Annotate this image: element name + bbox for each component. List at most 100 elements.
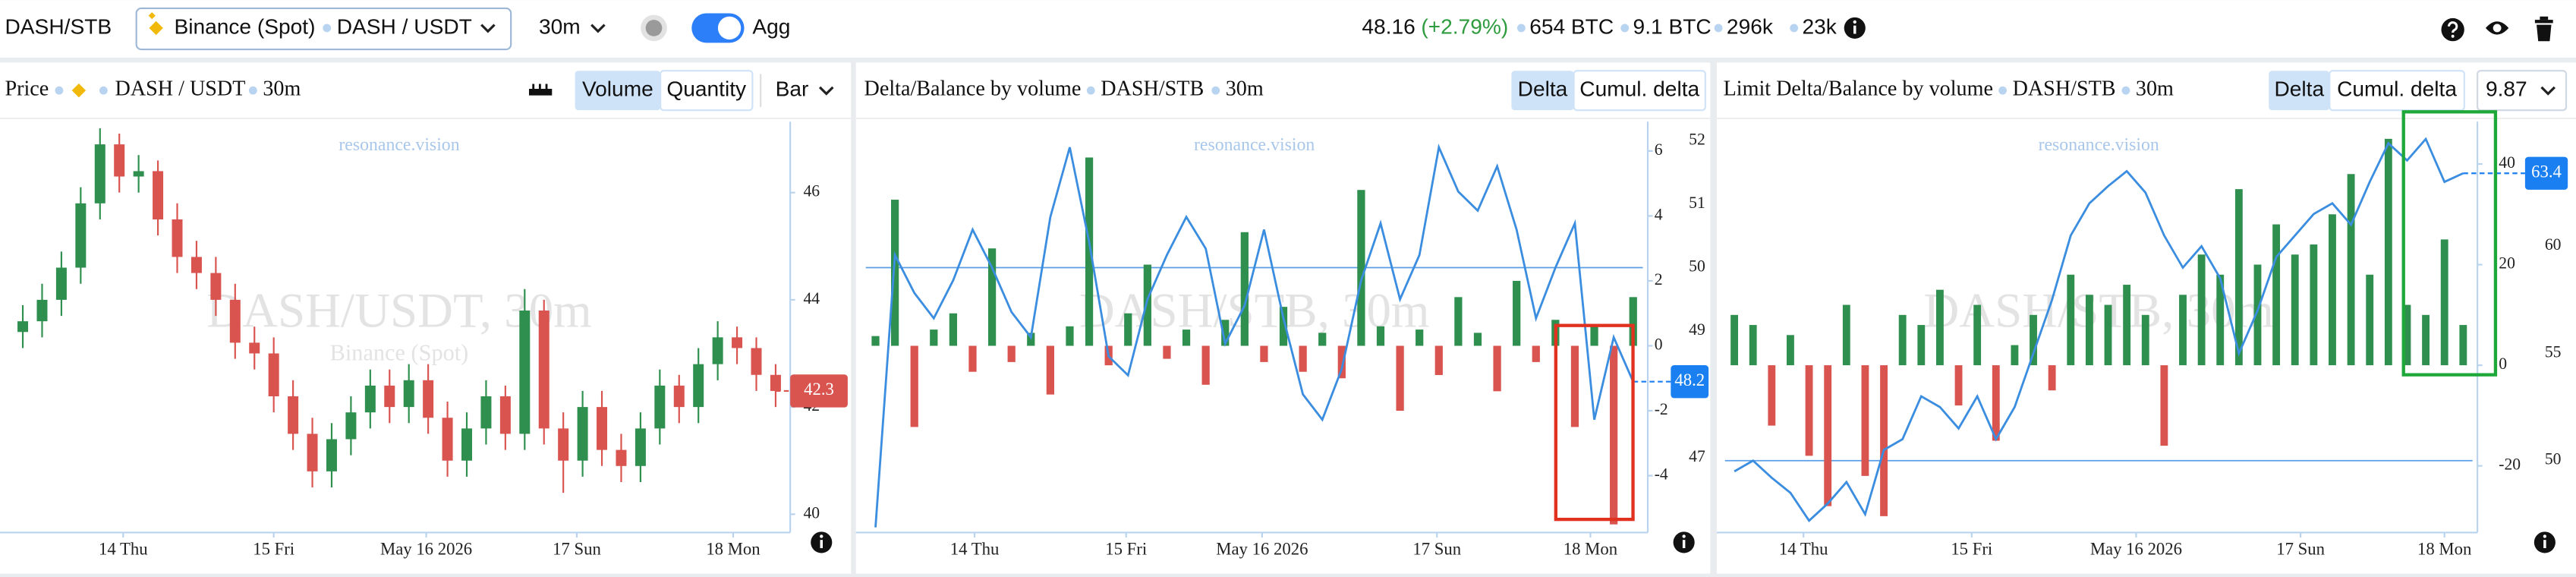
y-tick-label: -2 — [1655, 400, 1668, 418]
y-tick-label: 46 — [803, 182, 820, 200]
help-icon[interactable] — [2441, 17, 2464, 42]
info-icon[interactable] — [1673, 531, 1695, 553]
delta-bar — [1954, 365, 1963, 406]
agg-label: Agg — [752, 14, 790, 38]
button-active[interactable] — [575, 71, 661, 111]
watermark: DASH/USDT, 30m — [206, 284, 591, 339]
stat: 296k — [1727, 14, 1774, 38]
candle-body — [461, 428, 472, 461]
delta-bar — [1493, 345, 1501, 392]
candle-body — [210, 273, 222, 300]
candle-body — [229, 299, 241, 343]
candle-body — [403, 380, 414, 408]
info-icon[interactable] — [811, 531, 833, 553]
candle-body — [751, 348, 762, 375]
menu[interactable]: Bar — [776, 77, 809, 101]
delta-bar — [2011, 345, 2019, 366]
y2-tick-label: 52 — [1689, 131, 1705, 149]
last-value-tag — [1671, 365, 1709, 399]
record-dot — [645, 20, 663, 36]
menu: 9.87 — [2486, 77, 2527, 101]
candle-body — [673, 385, 685, 408]
delta-bar — [949, 313, 958, 346]
delta-bar — [2141, 314, 2149, 366]
panel-title: Limit Delta/Balance by volume — [1724, 77, 1993, 101]
delta-bar — [2067, 274, 2075, 366]
panel-title: Delta/Balance by volume — [864, 77, 1082, 101]
symbol[interactable]: DASH/STB — [5, 14, 112, 38]
delta-bar — [1935, 289, 1944, 366]
dot — [1790, 24, 1799, 33]
delta-bar — [2403, 304, 2411, 366]
delta-bar — [1917, 325, 1926, 366]
delta-bar — [1570, 345, 1579, 427]
candle-body — [558, 428, 569, 461]
candle-body — [538, 311, 550, 429]
delta-bar — [2030, 314, 2037, 366]
ruler-icon[interactable] — [528, 84, 553, 96]
candle-body — [499, 396, 511, 434]
info-icon[interactable] — [2533, 531, 2556, 553]
menu-box[interactable] — [2477, 70, 2568, 112]
y-tick-label: 0 — [2499, 355, 2507, 373]
y-tick-label: 6 — [1655, 140, 1663, 159]
candle-body — [654, 385, 666, 429]
candle-body — [364, 385, 376, 413]
change: (+2.79%) — [1421, 14, 1508, 38]
x-tick-label: 17 Sun — [2276, 539, 2325, 558]
x-tick-label: 18 Mon — [706, 539, 761, 558]
button[interactable] — [660, 70, 754, 112]
candle-body — [133, 171, 144, 177]
delta-bar — [1357, 190, 1365, 346]
delta-bar — [1027, 333, 1035, 346]
candle-body — [712, 337, 723, 364]
dot — [323, 24, 332, 33]
y-tick-label: -20 — [2499, 456, 2521, 474]
y-tick-label: 2 — [1655, 270, 1663, 288]
highlight-box — [2401, 110, 2498, 377]
candle-body — [55, 267, 67, 300]
button[interactable] — [1573, 70, 1706, 112]
delta-bar — [1730, 314, 1739, 366]
watermark: resonance.vision — [1194, 135, 1315, 155]
button-label: Cumul. delta — [2337, 77, 2457, 101]
delta-bar — [1880, 365, 1888, 516]
delta-bar — [1124, 313, 1132, 346]
eye-icon[interactable] — [2485, 21, 2509, 35]
trash-icon[interactable] — [2534, 16, 2553, 42]
delta-bar — [1532, 345, 1540, 362]
delta-bar — [2253, 264, 2262, 366]
chevron — [480, 24, 496, 33]
candle-body — [693, 364, 704, 408]
delta-bar — [1805, 365, 1813, 456]
y2-tick-label: 60 — [2545, 235, 2562, 254]
button[interactable] — [2329, 70, 2465, 112]
last-value-label: 48.2 — [1674, 370, 1705, 389]
watermark: DASH/STB, 30m — [1079, 284, 1430, 339]
interval[interactable]: 30m — [539, 14, 581, 38]
panel-interval: 30m — [263, 77, 301, 101]
delta-bar — [1337, 345, 1346, 379]
button-active[interactable] — [2269, 71, 2330, 111]
delta-bar — [2048, 365, 2056, 391]
y-tick-label: 4 — [1655, 205, 1663, 223]
candle-body — [597, 407, 608, 450]
last-value-tag — [790, 374, 848, 408]
panel-interval: 30m — [2136, 77, 2174, 101]
x-tick-label: 18 Mon — [1564, 539, 1618, 558]
delta-bar — [1260, 345, 1268, 362]
candle-body — [94, 144, 105, 203]
x-tick-label: 14 Thu — [99, 539, 148, 558]
delta-bar — [2179, 295, 2187, 366]
x-tick-label: 17 Sun — [553, 539, 601, 558]
button-active[interactable] — [1511, 71, 1574, 111]
delta-bar — [1973, 304, 1982, 366]
panel-source: DASH/STB — [1101, 77, 1204, 101]
watermark: resonance.vision — [339, 135, 459, 155]
watermark: Binance (Spot) — [330, 340, 469, 366]
highlight-box — [1554, 323, 1635, 522]
info-icon[interactable] — [1844, 17, 1866, 39]
x-tick-label: 14 Thu — [950, 539, 1000, 558]
dot — [1620, 24, 1630, 33]
x-tick-label: 18 Mon — [2417, 539, 2472, 558]
